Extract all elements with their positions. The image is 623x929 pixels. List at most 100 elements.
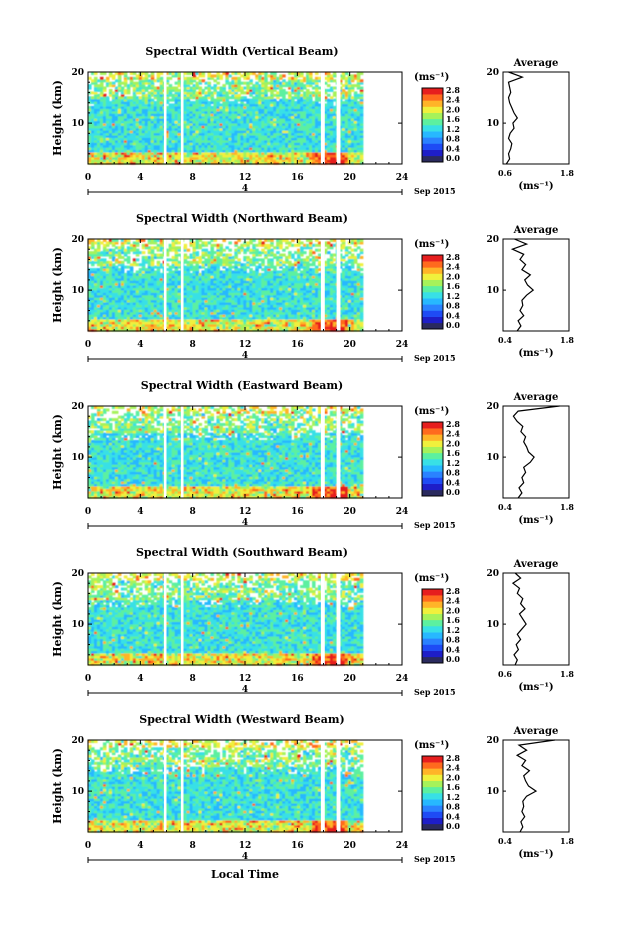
colorbar-tick-label: 2.8	[446, 586, 460, 596]
panel-5: Spectral Width (Westward Beam) Height (km…	[51, 713, 574, 864]
colorbar-tick-label: 2.0	[446, 104, 460, 114]
colorbar-segment	[422, 112, 443, 120]
avg-y-tick-label: 10	[486, 453, 499, 463]
heatmap-cells	[88, 740, 364, 833]
x-tick-label: 12	[239, 674, 252, 684]
x-tick-label: 4	[137, 841, 143, 851]
panel-title: Spectral Width (Westward Beam)	[139, 713, 344, 726]
data-gap	[320, 239, 325, 331]
x-tick-label: 8	[190, 507, 196, 517]
x-tick-label: 20	[343, 841, 356, 851]
date-label: Sep 2015	[414, 687, 456, 697]
y-tick-label: 20	[71, 235, 84, 245]
colorbar-tick-label: 0.4	[446, 477, 460, 487]
avg-y-tick-label: 10	[486, 286, 499, 296]
colorbar-tick-label: 0.8	[446, 802, 460, 812]
x-tick-label: 8	[190, 173, 196, 183]
colorbar-frame	[421, 421, 444, 497]
colorbar-segment	[422, 446, 443, 454]
average-profile-line	[512, 405, 560, 499]
panel-2: Spectral Width (Northward Beam) Height (k…	[51, 212, 574, 363]
y-tick-label: 10	[71, 453, 84, 463]
average-title: Average	[513, 58, 559, 69]
colorbar-tick-label: 2.0	[446, 605, 460, 615]
colorbar-segment	[422, 656, 443, 664]
colorbar-segment	[422, 780, 443, 788]
colorbar-tick-label: 0.4	[446, 310, 460, 320]
colorbar-segment	[422, 650, 443, 658]
colorbar-tick-label: 1.2	[446, 458, 460, 468]
colorbar-segment	[422, 483, 443, 491]
average-profile-line	[505, 71, 525, 165]
colorbar-unit: (ms⁻¹)	[414, 573, 449, 584]
x-tick-label: 4	[137, 507, 143, 517]
data-gap	[163, 573, 167, 665]
avg-y-tick-label: 20	[486, 569, 499, 579]
colorbar-segment	[422, 793, 443, 800]
x-tick-label: 0	[85, 340, 91, 350]
x-tick-label: 20	[343, 507, 356, 517]
x-tick-label: 0	[85, 841, 91, 851]
date-label: Sep 2015	[414, 186, 456, 196]
colorbar-segment	[422, 267, 443, 274]
date-marker: 4	[242, 351, 248, 361]
colorbar-tick-label: 2.4	[446, 429, 460, 439]
colorbar-segment	[422, 310, 443, 317]
colorbar-segment	[422, 786, 443, 794]
y-axis-label: Height (km)	[51, 748, 64, 824]
y-tick-label: 10	[71, 620, 84, 630]
colorbar-tick-label: 0.0	[446, 821, 460, 831]
data-gap	[180, 740, 184, 832]
x-tick-label: 12	[239, 340, 252, 350]
avg-y-tick-label: 20	[486, 68, 499, 78]
average-frame	[502, 405, 570, 499]
colorbar-tick-label: 2.0	[446, 772, 460, 782]
colorbar-segment	[422, 88, 443, 95]
colorbar-segment	[422, 94, 443, 101]
x-tick-label: 12	[239, 507, 252, 517]
colorbar-segment	[422, 434, 443, 441]
data-gap	[336, 406, 341, 498]
colorbar-segment	[422, 322, 443, 330]
data-gap	[163, 72, 167, 164]
avg-x-axis-label: (ms⁻¹)	[518, 181, 553, 192]
colorbar-segment	[422, 644, 443, 651]
y-axis-label: Height (km)	[51, 80, 64, 156]
colorbar-unit: (ms⁻¹)	[414, 72, 449, 83]
average-profile-line	[511, 572, 527, 666]
colorbar-tick-label: 1.2	[446, 792, 460, 802]
colorbar-segment	[422, 137, 443, 144]
avg-x-axis-label: (ms⁻¹)	[518, 682, 553, 693]
colorbar-segment	[422, 626, 443, 633]
colorbar-tick-label: 0.0	[446, 153, 460, 163]
average-title: Average	[513, 225, 559, 236]
colorbar-segment	[422, 799, 443, 806]
colorbar-segment	[422, 292, 443, 299]
colorbar-segment	[422, 273, 443, 280]
colorbar-tick-label: 1.6	[446, 281, 460, 291]
y-tick-label: 20	[71, 569, 84, 579]
x-tick-label: 24	[396, 674, 409, 684]
x-tick-label: 16	[291, 841, 304, 851]
x-tick-label: 4	[137, 674, 143, 684]
colorbar-tick-label: 2.0	[446, 271, 460, 281]
x-tick-label: 0	[85, 173, 91, 183]
colorbar-tick-label: 2.4	[446, 95, 460, 105]
date-label: Sep 2015	[414, 520, 456, 530]
data-gap	[336, 573, 341, 665]
data-gap	[320, 740, 325, 832]
data-gap	[336, 740, 341, 832]
x-tick-label: 12	[239, 841, 252, 851]
x-tick-label: 4	[137, 340, 143, 350]
average-title: Average	[513, 392, 559, 403]
colorbar-tick-label: 0.4	[446, 143, 460, 153]
average-profile-line	[510, 238, 535, 332]
date-marker: 4	[242, 184, 248, 194]
avg-y-tick-label: 10	[486, 787, 499, 797]
y-tick-label: 20	[71, 402, 84, 412]
colorbar-segment	[422, 422, 443, 429]
colorbar-tick-label: 2.4	[446, 262, 460, 272]
colorbar-segment	[422, 131, 443, 138]
date-marker: 4	[242, 518, 248, 528]
colorbar-unit: (ms⁻¹)	[414, 406, 449, 417]
